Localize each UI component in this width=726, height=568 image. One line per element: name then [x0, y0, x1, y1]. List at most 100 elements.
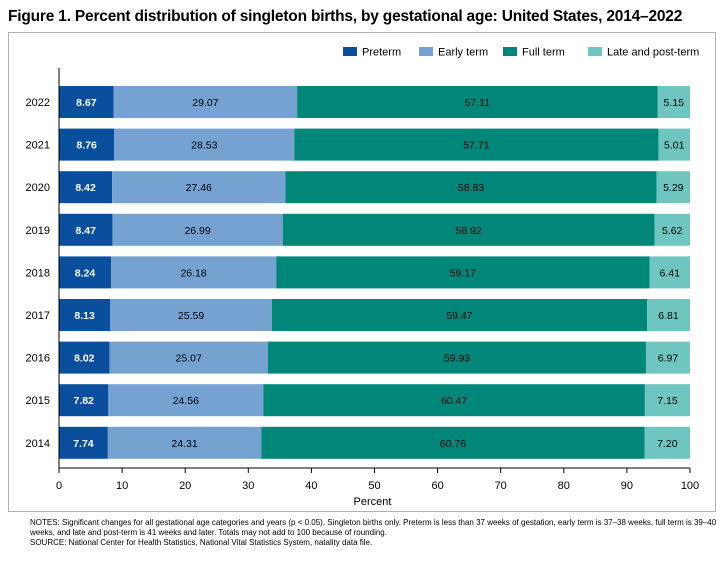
chart-frame — [8, 32, 716, 512]
value-label-2019-0: 8.47 — [76, 225, 97, 237]
bar-2020-2 — [285, 171, 657, 204]
bar-2018-1 — [110, 256, 277, 289]
y-tick-label-2021: 2021 — [26, 140, 50, 152]
legend-label-3: Late and post-term — [607, 47, 699, 59]
value-label-2018-3: 6.41 — [660, 267, 681, 279]
bar-2016-3 — [645, 341, 690, 374]
legend-swatch-2 — [503, 47, 517, 56]
value-label-2017-3: 6.81 — [658, 310, 679, 322]
value-label-2018-1: 26.18 — [180, 267, 206, 279]
bar-2016-0 — [59, 341, 110, 374]
bar-2022-1 — [113, 86, 298, 118]
bar-2014-3 — [644, 426, 690, 459]
value-label-2020-2: 58.83 — [458, 182, 484, 194]
value-label-2019-3: 5.62 — [662, 225, 683, 237]
bar-2017-0 — [59, 299, 111, 331]
y-tick-label-2018: 2018 — [26, 267, 50, 279]
legend-swatch-3 — [588, 47, 602, 56]
y-tick-label-2022: 2022 — [26, 97, 50, 109]
y-tick-label-2015: 2015 — [26, 395, 50, 407]
bar-2015-1 — [108, 384, 264, 417]
bar-2015-2 — [263, 384, 645, 417]
bar-2021-2 — [294, 128, 659, 161]
y-tick-label-2020: 2020 — [26, 182, 50, 194]
x-tick-label-20: 20 — [179, 480, 191, 492]
y-tick-label-2016: 2016 — [26, 353, 50, 365]
bar-2017-3 — [647, 299, 690, 331]
value-label-2022-3: 5.15 — [664, 97, 685, 109]
chart-title: Figure 1. Percent distribution of single… — [8, 8, 683, 25]
value-label-2020-1: 27.46 — [186, 182, 212, 194]
value-label-2014-1: 24.31 — [171, 438, 197, 450]
value-label-2018-2: 59.17 — [450, 267, 476, 279]
y-tick-label-2017: 2017 — [26, 310, 50, 322]
x-tick-label-100: 100 — [681, 480, 699, 492]
bar-2020-3 — [656, 171, 690, 204]
value-label-2022-1: 29.07 — [192, 97, 218, 109]
bar-2021-0 — [59, 128, 115, 161]
value-label-2017-0: 8.13 — [74, 310, 95, 322]
bar-2019-3 — [654, 213, 690, 246]
x-tick-label-40: 40 — [305, 480, 317, 492]
bar-2014-0 — [59, 426, 108, 459]
value-label-2017-1: 25.59 — [178, 310, 204, 322]
value-label-2020-0: 8.42 — [75, 182, 96, 194]
legend-swatch-0 — [343, 47, 357, 56]
bar-2021-1 — [114, 128, 295, 161]
value-label-2015-0: 7.82 — [73, 395, 94, 407]
x-tick-label-90: 90 — [621, 480, 633, 492]
value-label-2020-3: 5.29 — [663, 182, 684, 194]
value-label-2018-0: 8.24 — [75, 267, 96, 279]
bar-2015-3 — [644, 384, 690, 417]
value-label-2021-1: 28.53 — [191, 140, 217, 152]
value-label-2017-2: 59.47 — [446, 310, 472, 322]
x-axis-title: Percent — [354, 496, 392, 508]
source-text: SOURCE: National Center for Health Stati… — [30, 538, 373, 547]
bar-2017-1 — [110, 299, 272, 331]
value-label-2014-2: 60.76 — [440, 438, 466, 450]
x-tick-label-0: 0 — [56, 480, 62, 492]
bar-2019-1 — [112, 213, 283, 246]
x-tick-label-60: 60 — [431, 480, 443, 492]
value-label-2021-3: 5.01 — [664, 140, 685, 152]
bar-2018-3 — [649, 256, 690, 289]
bar-2020-0 — [59, 171, 113, 204]
bar-2018-0 — [59, 256, 111, 289]
legend-swatch-1 — [419, 47, 433, 56]
bar-2019-2 — [282, 213, 655, 246]
x-tick-label-30: 30 — [242, 480, 254, 492]
bar-2017-2 — [271, 299, 648, 331]
value-label-2016-1: 25.07 — [176, 353, 202, 365]
value-label-2021-0: 8.76 — [76, 140, 97, 152]
legend-label-0: Preterm — [362, 47, 401, 59]
x-tick-label-50: 50 — [368, 480, 380, 492]
y-tick-label-2019: 2019 — [26, 225, 50, 237]
x-tick-label-70: 70 — [495, 480, 507, 492]
value-label-2021-2: 57.71 — [463, 140, 489, 152]
value-label-2019-1: 26.99 — [184, 225, 210, 237]
value-label-2022-0: 8.67 — [76, 97, 97, 109]
bar-2014-1 — [107, 426, 262, 459]
value-label-2014-0: 7.74 — [73, 438, 94, 450]
bar-2022-0 — [59, 86, 114, 118]
legend-label-1: Early term — [438, 47, 488, 59]
bar-2016-2 — [267, 341, 646, 374]
bar-2022-2 — [297, 86, 658, 118]
bar-2020-1 — [112, 171, 286, 204]
bar-2021-3 — [658, 128, 690, 161]
chart-notes: NOTES: Significant changes for all gesta… — [30, 518, 720, 548]
x-tick-label-10: 10 — [116, 480, 128, 492]
bar-2022-3 — [657, 86, 690, 118]
value-label-2015-1: 24.56 — [173, 395, 199, 407]
notes-text: NOTES: Significant changes for all gesta… — [30, 518, 717, 537]
value-label-2022-2: 57.11 — [465, 97, 491, 109]
value-label-2014-3: 7.20 — [657, 438, 678, 450]
value-label-2019-2: 58.92 — [456, 225, 482, 237]
value-label-2016-3: 6.97 — [658, 353, 679, 365]
value-label-2016-0: 8.02 — [74, 353, 95, 365]
value-label-2016-2: 59.93 — [444, 353, 470, 365]
value-label-2015-3: 7.15 — [657, 395, 678, 407]
legend-label-2: Full term — [522, 47, 565, 59]
bar-2018-2 — [276, 256, 650, 289]
